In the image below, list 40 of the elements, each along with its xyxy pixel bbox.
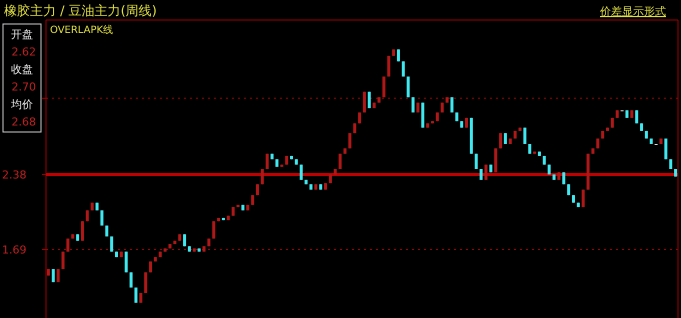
candlestick [582,189,585,208]
candlestick [66,238,70,252]
candlestick [300,164,303,180]
candlestick [348,132,352,149]
candlestick [484,164,488,180]
annotation: OVERLAPK线 [50,24,114,36]
candlestick [596,138,600,149]
candlestick [382,76,386,98]
candlestick [56,268,60,283]
candlestick [52,268,55,283]
candlestick [440,102,444,113]
candlestick [406,76,410,98]
candlestick [504,132,507,144]
candlestick [548,164,551,175]
candlestick [80,220,84,242]
candlestick [412,96,415,113]
candlestick [450,96,454,113]
candlestick [362,91,366,113]
candlestick [480,168,483,180]
candlestick [635,110,638,124]
candlestick [105,225,108,237]
y-tick-label: 1.69 [2,243,26,256]
candlestick [124,251,128,273]
candlestick [416,102,420,113]
candlestick [251,194,254,206]
candlestick [144,272,148,294]
y-tick-label: 2.38 [2,168,26,182]
candlestick [260,168,264,185]
candlestick [499,132,502,149]
text: 收盘 2.70 [8,63,36,94]
candlestick [494,148,498,173]
text: 开盘 2.62 [8,28,36,58]
candlestick [134,287,138,304]
candlestick [212,220,216,240]
candlestick [62,251,65,270]
candlestick [523,127,526,144]
text: 均价 2.68 [8,98,36,128]
chart-title: 橡胶主力 / 豆油主力(周线) [4,3,157,19]
text: 价差显示形式 [599,5,666,18]
candlestick [664,138,668,160]
